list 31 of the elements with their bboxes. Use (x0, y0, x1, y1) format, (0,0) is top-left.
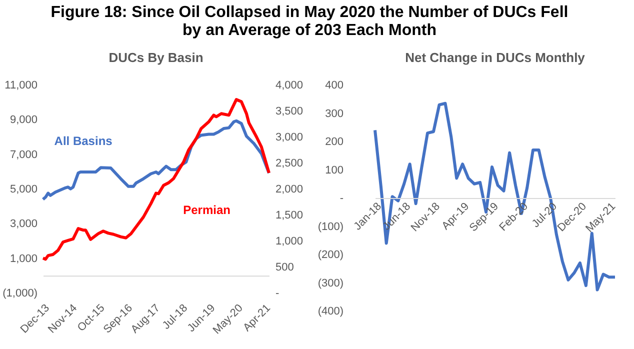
y2-tick-label: 1,000 (276, 236, 304, 248)
y-tick-label: (200) (318, 249, 344, 261)
y-tick-label: (1,000) (2, 288, 38, 300)
y-tick-label: 3,000 (10, 218, 38, 230)
text: Permian (183, 202, 230, 217)
y-tick-label: 1,000 (10, 252, 38, 265)
y-tick-label: 11,000 (4, 80, 38, 92)
y2-tick-label: 4,000 (276, 80, 304, 92)
line-series (42, 98, 270, 261)
y-tick-label: 300 (325, 108, 344, 120)
y-tick-label: (300) (318, 277, 344, 290)
y-tick-label: 5,000 (10, 184, 38, 196)
y2-tick-label: 2,000 (276, 184, 304, 196)
y2-tick-label: - (276, 288, 280, 300)
y2-tick-label: 3,500 (276, 106, 304, 118)
chart-subtitle: DUCs By Basin (108, 50, 204, 65)
y-tick-label: - (340, 192, 344, 204)
y-tick-label: 100 (325, 164, 344, 176)
y-tick-label: 400 (325, 80, 344, 92)
y-tick-label: (100) (318, 220, 344, 233)
chart-title: Net Change in DUCs Monthly (405, 50, 586, 65)
y-tick-label: (400) (318, 306, 344, 318)
y2-tick-label: 1,500 (276, 210, 304, 222)
y-tick-label: 9,000 (10, 114, 38, 126)
y2-tick-label: 3,000 (276, 132, 304, 144)
text: Figure 18: Since Oil Collapsed in May 2020 the Number of DUCs Fell by an Average of 203 Each Month (50, 4, 568, 39)
y-tick-label: 7,000 (10, 148, 38, 161)
y-tick-label: 200 (325, 136, 344, 148)
series-label: All Basins (54, 134, 113, 148)
y2-tick-label: 500 (276, 262, 294, 274)
y2-tick-label: 2,500 (276, 158, 304, 170)
